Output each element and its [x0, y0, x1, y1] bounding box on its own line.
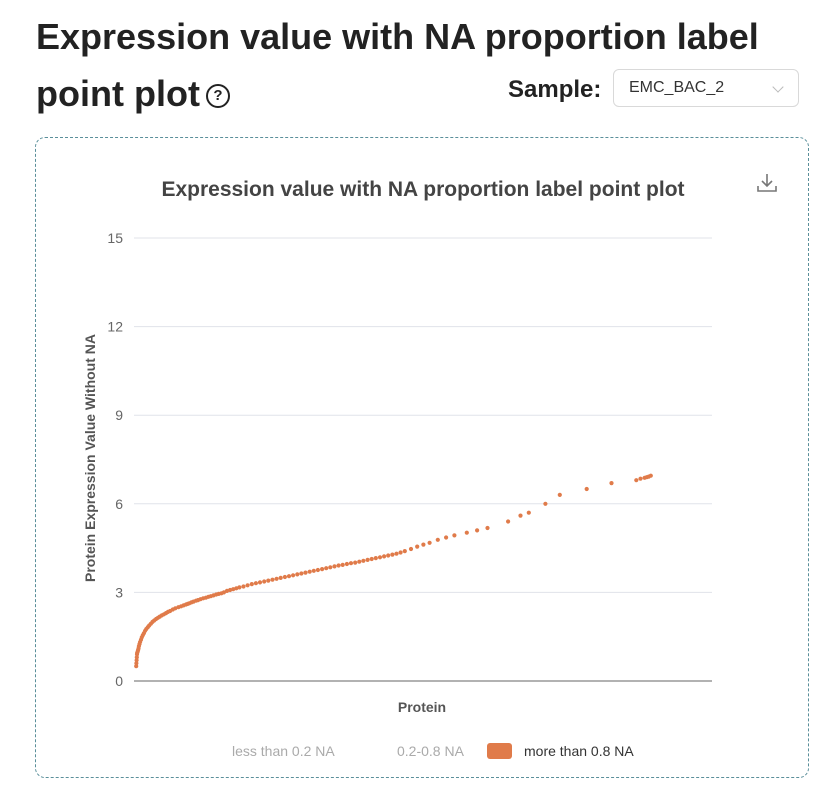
data-point[interactable]: [291, 573, 296, 578]
y-axis-ticks: 0 3 6 9 12 15: [107, 230, 123, 689]
data-point[interactable]: [353, 560, 358, 565]
legend-swatch: [487, 743, 512, 759]
data-point[interactable]: [253, 581, 258, 586]
data-point[interactable]: [241, 584, 246, 589]
data-point[interactable]: [584, 486, 589, 492]
data-point[interactable]: [475, 528, 480, 533]
data-point[interactable]: [415, 544, 420, 549]
data-point[interactable]: [408, 546, 414, 552]
data-points: [134, 473, 653, 669]
y-tick-label: 15: [107, 230, 123, 246]
data-point[interactable]: [638, 476, 643, 481]
data-point[interactable]: [373, 556, 378, 561]
chart-grid: [134, 237, 712, 593]
data-point[interactable]: [278, 575, 283, 581]
data-point[interactable]: [303, 570, 308, 575]
legend-item[interactable]: more than 0.8 NA: [487, 743, 634, 759]
data-point[interactable]: [270, 577, 275, 582]
data-point[interactable]: [421, 542, 426, 547]
data-point[interactable]: [245, 583, 250, 588]
data-point[interactable]: [361, 558, 366, 563]
data-point[interactable]: [332, 564, 337, 569]
data-point[interactable]: [307, 569, 312, 574]
data-point[interactable]: [382, 554, 387, 559]
legend-item[interactable]: 0.2-0.8 NA: [397, 743, 465, 759]
data-point[interactable]: [506, 519, 511, 524]
data-point[interactable]: [336, 563, 341, 568]
data-point[interactable]: [299, 571, 304, 576]
data-point[interactable]: [357, 559, 362, 564]
chart-legend: less than 0.2 NA 0.2-0.8 NA more than 0.8 …: [232, 743, 634, 759]
legend-label: less than 0.2 NA: [232, 743, 335, 759]
data-point[interactable]: [134, 661, 139, 666]
data-point[interactable]: [348, 561, 354, 566]
data-point[interactable]: [266, 578, 271, 583]
data-point[interactable]: [452, 533, 457, 538]
data-point[interactable]: [386, 553, 391, 558]
data-point[interactable]: [344, 561, 349, 567]
download-icon[interactable]: [755, 171, 779, 195]
y-tick-label: 0: [115, 673, 123, 689]
sample-label: Sample:: [508, 76, 602, 103]
data-point[interactable]: [295, 572, 300, 577]
data-point[interactable]: [609, 481, 614, 486]
data-point[interactable]: [464, 530, 469, 535]
data-point[interactable]: [320, 567, 325, 572]
chart-card: [35, 137, 809, 778]
data-point[interactable]: [435, 537, 440, 542]
y-tick-label: 6: [115, 496, 123, 512]
data-point[interactable]: [340, 562, 345, 568]
data-point[interactable]: [377, 555, 383, 560]
legend-label: 0.2-0.8 NA: [397, 743, 465, 759]
data-point[interactable]: [648, 473, 653, 478]
data-point[interactable]: [557, 492, 562, 497]
data-point[interactable]: [518, 513, 523, 518]
data-point[interactable]: [390, 552, 395, 557]
data-point[interactable]: [526, 510, 531, 515]
data-point[interactable]: [311, 568, 316, 573]
data-point[interactable]: [237, 585, 242, 590]
data-point[interactable]: [402, 549, 407, 554]
data-point[interactable]: [365, 557, 370, 563]
data-point[interactable]: [282, 574, 287, 580]
data-point[interactable]: [634, 478, 639, 483]
data-point[interactable]: [249, 582, 254, 587]
legend-label: more than 0.8 NA: [524, 743, 634, 759]
data-point[interactable]: [257, 580, 263, 585]
data-point[interactable]: [274, 576, 279, 581]
data-point[interactable]: [315, 567, 320, 573]
data-point[interactable]: [262, 579, 267, 584]
data-point[interactable]: [286, 574, 292, 579]
data-point[interactable]: [444, 535, 449, 540]
page-title: Expression value with NA proportion labe…: [36, 8, 826, 122]
y-tick-label: 9: [115, 407, 123, 423]
y-tick-label: 3: [115, 584, 123, 600]
chart-title: Expression value with NA proportion labe…: [161, 178, 684, 201]
help-icon[interactable]: ?: [205, 84, 230, 108]
data-point[interactable]: [394, 551, 399, 556]
page-title-text: Expression value with NA proportion labe…: [36, 16, 759, 114]
legend-item[interactable]: less than 0.2 NA: [232, 743, 335, 759]
data-point[interactable]: [328, 565, 333, 570]
x-axis-label: Protein: [398, 699, 446, 715]
data-point[interactable]: [134, 655, 139, 660]
data-point[interactable]: [398, 550, 403, 555]
data-point[interactable]: [324, 566, 329, 571]
y-axis-label: Protein Expression Value Without NA: [82, 334, 98, 582]
data-point[interactable]: [485, 525, 490, 531]
data-point[interactable]: [543, 501, 548, 506]
sample-select-value: EMC_BAC_2: [629, 79, 725, 96]
data-point[interactable]: [369, 556, 374, 562]
data-point[interactable]: [427, 540, 432, 545]
y-tick-label: 12: [107, 319, 123, 335]
sample-select[interactable]: EMC_BAC_2: [613, 69, 799, 107]
